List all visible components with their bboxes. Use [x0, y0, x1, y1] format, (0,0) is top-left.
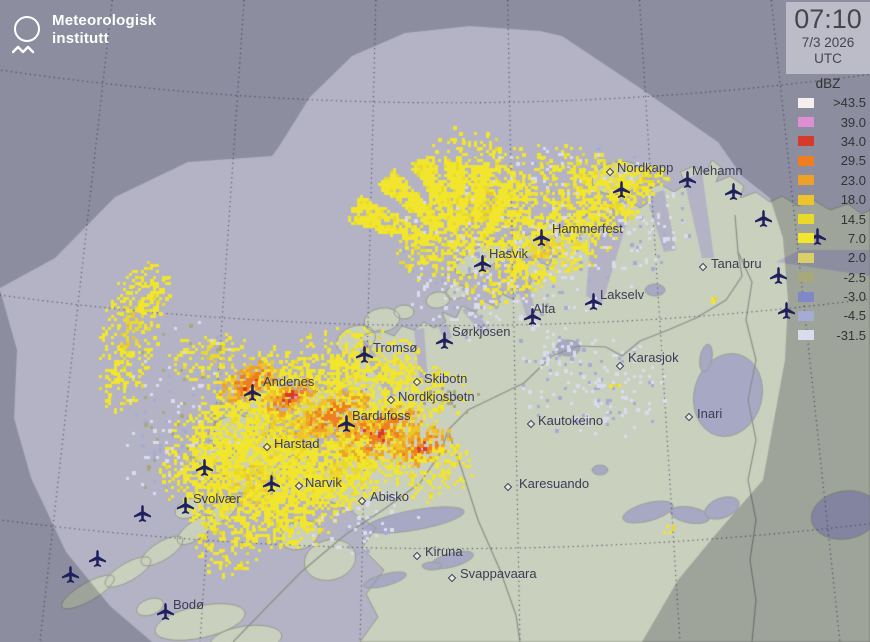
legend-swatch — [798, 136, 814, 147]
legend-row: -31.5 — [798, 326, 866, 345]
city-label: Kautokeino — [538, 413, 604, 428]
city-label: Lakselv — [600, 287, 645, 302]
logo-line2: institutt — [52, 30, 109, 47]
legend-title: dBZ — [815, 76, 841, 91]
legend-value: 34.0 — [840, 133, 866, 149]
legend-row: 18.0 — [798, 190, 866, 209]
legend-row: -4.5 — [798, 306, 866, 325]
airplane-icon — [263, 475, 280, 492]
airplane-icon — [134, 505, 151, 522]
legend-swatch — [798, 194, 814, 205]
clock-time: 07:10 — [794, 4, 862, 34]
city-label: Karasjok — [628, 350, 679, 365]
city-label: Svolvær — [193, 491, 241, 506]
city-label: Alta — [533, 301, 556, 316]
airplane-icon — [778, 302, 795, 319]
city-label: Bodø — [173, 597, 205, 612]
city-label: Andenes — [263, 374, 315, 389]
legend-row: >43.5 — [798, 93, 866, 112]
city-label: Nordkjosbotn — [398, 389, 475, 404]
legend-swatch — [798, 252, 814, 263]
legend-value: -2.5 — [843, 269, 866, 285]
legend-row: 14.5 — [798, 209, 866, 228]
legend-value: -31.5 — [836, 327, 866, 343]
legend-row: 34.0 — [798, 132, 866, 151]
airplane-icon — [679, 171, 696, 188]
airplane-icon — [338, 415, 355, 432]
legend-row: -2.5 — [798, 268, 866, 287]
city-label: Inari — [697, 406, 723, 421]
city-label: Nordkapp — [617, 160, 674, 175]
city-label: Hasvik — [489, 246, 529, 261]
legend-value: 39.0 — [840, 114, 866, 130]
city-label: Svappavaara — [460, 566, 537, 581]
legend-swatch — [798, 310, 814, 321]
legend-swatch — [798, 175, 814, 186]
legend-swatch — [798, 155, 814, 166]
legend-swatch — [798, 97, 814, 108]
airplane-icon — [524, 308, 541, 325]
legend-row: 29.5 — [798, 151, 866, 170]
city-label: Bardufoss — [352, 408, 411, 423]
airplane-icon — [89, 550, 106, 567]
legend-swatch — [798, 233, 814, 244]
legend-swatch — [798, 272, 814, 283]
legend-value: 14.5 — [840, 211, 866, 227]
airplane-icon — [770, 267, 787, 284]
city-label: Tana bru — [711, 256, 762, 271]
legend-value: 2.0 — [847, 250, 866, 266]
city-label: Narvik — [305, 475, 342, 490]
airplane-icon — [177, 497, 194, 514]
legend-value: 29.5 — [840, 153, 866, 169]
city-label: Kiruna — [425, 544, 463, 559]
legend-value: 18.0 — [840, 192, 866, 208]
city-label: Hammerfest — [552, 221, 623, 236]
legend-row: 2.0 — [798, 248, 866, 267]
airplane-icon — [533, 229, 550, 246]
city-label: Karesuando — [519, 476, 590, 491]
legend-row: -3.0 — [798, 287, 866, 306]
airplane-icon — [157, 603, 174, 620]
city-label: Tromsø — [373, 340, 418, 355]
legend-value: 7.0 — [847, 230, 866, 246]
legend-value: >43.5 — [833, 95, 866, 111]
legend-value: -3.0 — [843, 289, 866, 305]
airplane-icon — [356, 346, 373, 363]
legend-swatch — [798, 117, 814, 128]
airplane-icon — [725, 183, 742, 200]
airplane-icon — [62, 566, 79, 583]
legend-row: 39.0 — [798, 112, 866, 131]
airplane-icon — [244, 384, 261, 401]
legend-row: 23.0 — [798, 171, 866, 190]
legend-value: 23.0 — [840, 172, 866, 188]
logo-zigzag-icon — [12, 45, 35, 54]
logo-circle-icon — [14, 16, 40, 42]
airplane-icon — [755, 210, 772, 227]
dbz-legend: >43.5 39.0 34.0 29.5 23.0 18.0 14.5 7.0 2.0 -2.5 -… — [798, 93, 866, 345]
clock-timezone: UTC — [814, 51, 842, 66]
clock-panel: 07:10 7/3 2026 UTC — [786, 2, 870, 74]
legend-value: -4.5 — [843, 308, 866, 324]
airplane-icon — [809, 228, 826, 245]
clock-date: 7/3 2026 — [801, 35, 855, 50]
airplane-icon — [474, 255, 491, 272]
airplane-icon — [585, 293, 602, 310]
airplane-icon — [436, 332, 453, 349]
airplane-icon — [196, 459, 213, 476]
city-label: Sørkjosen — [452, 324, 511, 339]
logo-line1: Meteorologisk — [52, 12, 157, 29]
legend-row: 7.0 — [798, 229, 866, 248]
city-label: Harstad — [274, 436, 320, 451]
legend-swatch — [798, 330, 814, 341]
city-label: Abisko — [370, 489, 410, 504]
city-label: Mehamn — [692, 163, 743, 178]
legend-swatch — [798, 291, 814, 302]
logo-text: Meteorologisk institutt — [52, 12, 156, 48]
city-label: Skibotn — [424, 371, 468, 386]
legend-swatch — [798, 214, 814, 225]
airplane-icon — [613, 181, 630, 198]
